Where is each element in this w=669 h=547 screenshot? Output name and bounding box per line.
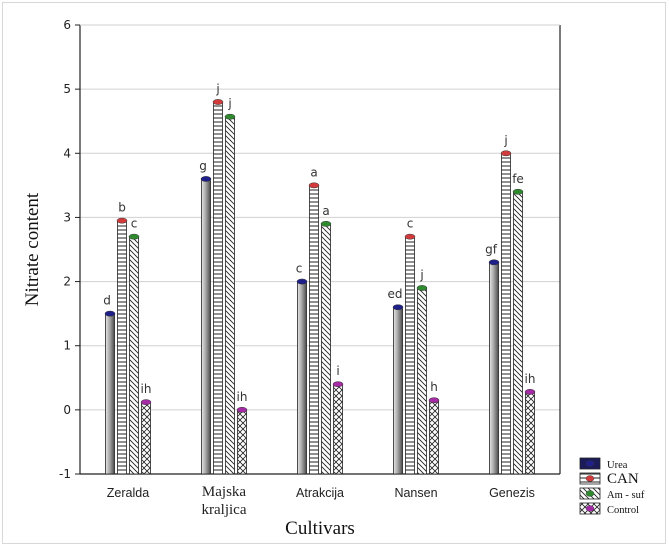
y-tick-label: 2 bbox=[63, 275, 71, 289]
gridlines bbox=[80, 24, 560, 411]
significance-letter: c bbox=[296, 262, 303, 276]
legend-label: Am - suf bbox=[607, 490, 645, 501]
bar-can bbox=[501, 152, 511, 475]
bar-can bbox=[405, 236, 415, 475]
bar-control bbox=[237, 409, 247, 475]
bar-cap-marker bbox=[116, 217, 128, 224]
bar-cap-marker bbox=[236, 407, 248, 413]
legend-marker bbox=[585, 490, 595, 497]
significance-letter: a bbox=[310, 165, 317, 179]
category-labels: Zeralda Majska kraljica Atrakcija Nansen Gene… bbox=[107, 484, 535, 518]
significance-letter: ih bbox=[525, 372, 536, 386]
significance-letter: j bbox=[419, 268, 423, 282]
bar-cap-marker bbox=[308, 182, 320, 189]
legend-label: Control bbox=[607, 505, 639, 516]
bar-urea bbox=[489, 261, 499, 475]
bar-cap-marker bbox=[212, 99, 224, 105]
bar-control bbox=[333, 383, 343, 475]
significance-letter: d bbox=[103, 294, 111, 308]
bar-cap-marker bbox=[404, 233, 416, 240]
significance-letter: fe bbox=[512, 172, 524, 186]
y-tick-label: 4 bbox=[63, 146, 71, 160]
y-tick-label: 5 bbox=[63, 82, 71, 96]
significance-letter: i bbox=[336, 364, 339, 378]
bar-cap-marker bbox=[200, 176, 212, 182]
bar-can bbox=[309, 184, 319, 475]
significance-letter: ih bbox=[141, 382, 152, 396]
bar-can bbox=[213, 101, 223, 475]
bar-cap-marker bbox=[128, 233, 140, 240]
legend-marker bbox=[585, 475, 595, 482]
legend-marker bbox=[585, 505, 595, 512]
bar-can bbox=[117, 220, 127, 475]
bar-cap-marker bbox=[296, 278, 308, 285]
category-label: Genezis bbox=[489, 486, 535, 500]
significance-letter: j bbox=[215, 82, 219, 96]
bar-am-suf bbox=[513, 191, 523, 475]
bar-am-suf bbox=[129, 236, 139, 475]
bar-urea bbox=[105, 313, 115, 475]
bars bbox=[104, 99, 536, 475]
category-label: kraljica bbox=[202, 502, 247, 518]
bar-cap-marker bbox=[224, 113, 236, 120]
bar-cap-marker bbox=[392, 304, 404, 311]
bar-urea bbox=[393, 306, 403, 475]
bar-cap-marker bbox=[512, 188, 524, 195]
bar-am-suf bbox=[225, 116, 235, 475]
bar-urea bbox=[201, 178, 211, 475]
category-label: Majska bbox=[202, 484, 247, 500]
legend-label: Urea bbox=[607, 460, 628, 471]
y-tick-label: 1 bbox=[63, 339, 71, 353]
significance-letter: g bbox=[199, 159, 207, 173]
bar-cap-marker bbox=[524, 389, 536, 395]
bar-am-suf bbox=[321, 223, 331, 475]
category-label: Zeralda bbox=[107, 486, 149, 500]
bar-cap-marker bbox=[104, 310, 116, 317]
y-tick-label: 6 bbox=[63, 18, 71, 32]
significance-letter: j bbox=[503, 133, 507, 147]
bar-control bbox=[429, 399, 439, 475]
category-label: Nansen bbox=[394, 486, 437, 500]
significance-letter: j bbox=[227, 97, 231, 111]
legend-marker bbox=[585, 460, 595, 467]
legend-label: CAN bbox=[607, 471, 639, 487]
significance-letter: b bbox=[118, 201, 126, 215]
axes: -1 0 1 2 3 4 5 6 bbox=[59, 18, 561, 481]
x-axis-title: Cultivars bbox=[285, 518, 355, 539]
bar-cap-marker bbox=[500, 150, 512, 157]
bar-cap-marker bbox=[488, 259, 500, 266]
significance-letter: ed bbox=[388, 287, 403, 301]
bar-cap-marker bbox=[140, 399, 152, 406]
bar-cap-marker bbox=[320, 220, 332, 227]
bar-control bbox=[141, 401, 151, 475]
significance-letter: c bbox=[131, 217, 138, 231]
y-axis-title: Nitrate content bbox=[22, 192, 43, 306]
bar-am-suf bbox=[417, 287, 427, 475]
significance-letter: gf bbox=[485, 242, 498, 256]
bar-cap-marker bbox=[428, 397, 440, 404]
bar-cap-marker bbox=[416, 285, 428, 291]
category-label: Atrakcija bbox=[296, 486, 344, 500]
bar-cap-marker bbox=[332, 381, 344, 388]
significance-letter: c bbox=[407, 217, 414, 231]
significance-letter: a bbox=[322, 204, 329, 218]
y-tick-label: 3 bbox=[63, 210, 71, 224]
significance-letter: h bbox=[430, 380, 438, 394]
bar-urea bbox=[297, 281, 307, 475]
y-tick-label: -1 bbox=[59, 467, 71, 481]
significance-letter: ih bbox=[237, 390, 248, 404]
bar-control bbox=[525, 391, 535, 475]
y-tick-label: 0 bbox=[63, 403, 71, 417]
